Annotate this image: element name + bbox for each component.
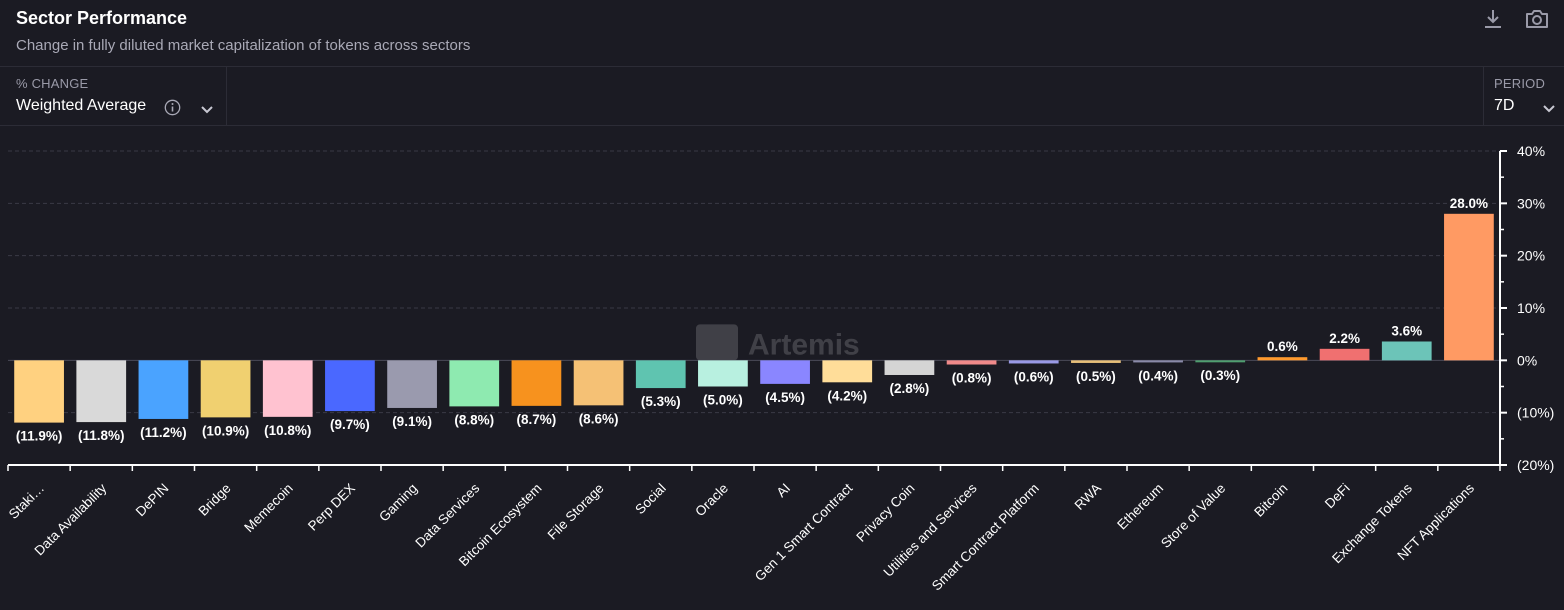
y-tick-label: (20%) [1517, 457, 1554, 473]
period-value: 7D [1494, 97, 1515, 114]
bar-data-label: (11.2%) [140, 425, 187, 440]
x-category-label: Perp DEX [305, 481, 358, 534]
bar-data-label: (0.8%) [952, 371, 992, 386]
bar [1444, 213, 1494, 361]
x-category-label: Smart Contract Platform [929, 481, 1042, 594]
bar [14, 360, 64, 423]
x-category-label: Social [632, 481, 669, 518]
download-icon[interactable] [1481, 8, 1505, 30]
bar [1257, 357, 1308, 361]
x-category-label: Bitcoin [1251, 481, 1290, 520]
x-category-label: Data Services [412, 480, 482, 550]
bar [449, 360, 500, 407]
x-category-label: RWA [1072, 481, 1104, 513]
bar [1195, 360, 1246, 363]
metric-value: Weighted Average [16, 97, 147, 114]
bar-data-label: (0.3%) [1200, 368, 1240, 383]
bar [1133, 360, 1183, 363]
x-category-label: AI [774, 481, 794, 501]
metric-dropdown[interactable]: % CHANGE Weighted Average [0, 67, 227, 125]
bar-data-label: (11.9%) [16, 429, 63, 444]
bar-data-label: (10.8%) [264, 423, 311, 438]
bar-data-label: (5.0%) [703, 393, 743, 408]
bar-data-label: (8.8%) [454, 412, 494, 427]
bar [822, 360, 873, 383]
y-tick-label: (10%) [1517, 405, 1554, 421]
chart-header: Sector Performance Change in fully dilut… [0, 0, 1564, 67]
bar-data-label: (9.1%) [392, 414, 432, 429]
x-category-label: Bridge [195, 481, 233, 519]
bar-data-label: (9.7%) [330, 417, 370, 432]
chart-controls: % CHANGE Weighted Average PERIOD 7D [0, 67, 1564, 126]
bar-data-label: 3.6% [1391, 323, 1422, 338]
period-label: PERIOD [1494, 76, 1546, 91]
chevron-down-icon [1542, 101, 1556, 113]
y-tick-label: 10% [1517, 300, 1545, 316]
bar [1008, 360, 1059, 364]
x-category-label: Memecoin [241, 481, 296, 536]
metric-label: % CHANGE [16, 76, 89, 91]
artemis-watermark: Artemis [696, 324, 860, 361]
bar [573, 360, 624, 406]
chart-title: Sector Performance [16, 8, 188, 28]
bar [635, 360, 686, 389]
bar [946, 360, 997, 365]
y-tick-label: 20% [1517, 248, 1545, 264]
bar [138, 360, 189, 419]
x-category-label: DePIN [133, 481, 172, 520]
bar [511, 360, 562, 406]
x-category-label: Privacy Coin [853, 481, 917, 545]
bar-data-label: (10.9%) [202, 423, 249, 438]
bar [760, 360, 810, 384]
bar-data-label: 2.2% [1329, 331, 1360, 346]
x-category-label: Oracle [692, 481, 731, 520]
bar [387, 360, 437, 408]
bar-data-label: (5.3%) [641, 394, 681, 409]
bar-data-label: (0.5%) [1076, 369, 1116, 384]
x-category-label: DeFi [1322, 481, 1353, 512]
bar-data-label: (4.5%) [765, 390, 805, 405]
bar-data-label: 0.6% [1267, 339, 1298, 354]
bar [325, 360, 375, 412]
bar [1319, 348, 1370, 361]
y-tick-label: 0% [1517, 352, 1537, 368]
bar-data-label: (8.7%) [517, 412, 557, 427]
x-category-label: Ethereum [1114, 481, 1166, 533]
x-category-label: Gen 1 Smart Contract [752, 480, 856, 584]
bar-data-label: (0.4%) [1138, 368, 1178, 383]
bar [76, 360, 127, 423]
bar-data-label: 28.0% [1450, 196, 1488, 211]
x-category-label: File Storage [545, 481, 607, 543]
bar-data-label: (0.6%) [1014, 369, 1054, 384]
period-dropdown[interactable]: PERIOD 7D [1483, 67, 1564, 125]
y-tick-label: 40% [1517, 143, 1545, 159]
x-category-label: Store of Value [1158, 481, 1228, 551]
bar [262, 360, 313, 417]
bar [1381, 341, 1432, 361]
x-category-label: Staki… [6, 481, 47, 522]
info-icon[interactable] [164, 99, 181, 116]
bar-data-label: (8.6%) [579, 411, 619, 426]
sector-bar-chart: Artemis 40% 30% 20% 10% 0% (10%) (20%) (11.9%) St… [6, 143, 1555, 594]
chevron-down-icon [200, 102, 214, 114]
bar [200, 360, 251, 418]
camera-icon[interactable] [1525, 8, 1549, 30]
x-category-label: Gaming [376, 481, 420, 525]
bar [884, 360, 935, 375]
chart-subtitle: Change in fully diluted market capitaliz… [16, 37, 471, 54]
svg-text:Artemis: Artemis [748, 328, 860, 361]
bar-data-label: (11.8%) [78, 428, 125, 443]
bar-data-label: (2.8%) [890, 381, 930, 396]
bar [698, 360, 748, 387]
y-tick-label: 30% [1517, 195, 1545, 211]
bar [1071, 360, 1121, 363]
bar-data-label: (4.2%) [827, 388, 867, 403]
